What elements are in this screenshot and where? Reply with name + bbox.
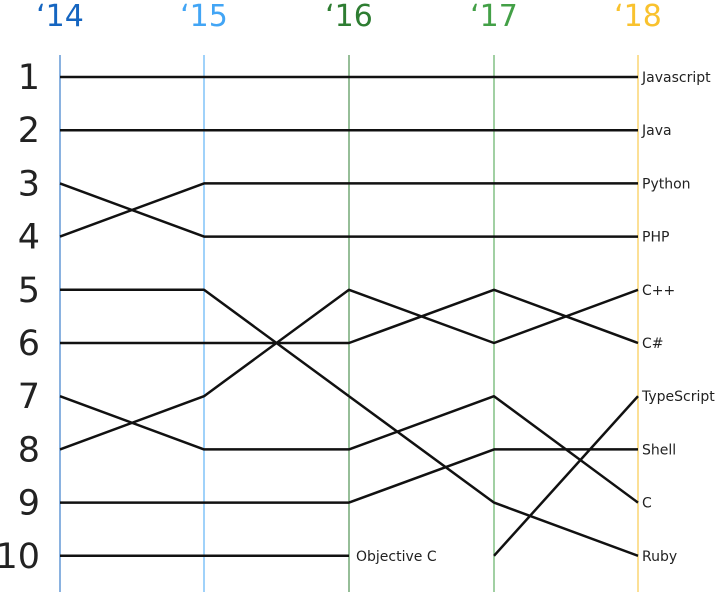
rank-label-9: 9	[18, 484, 40, 524]
series-label-objective-c: Objective C	[356, 549, 437, 565]
year-label-1: ‘15	[180, 0, 228, 34]
rank-labels: 1 2 3 4 5 6 7 8 9 10	[0, 58, 40, 577]
year-label-0: ‘14	[36, 0, 84, 34]
rank-label-10: 10	[0, 537, 40, 577]
series-label-java: Java	[641, 123, 672, 139]
series-label-shell: Shell	[642, 442, 676, 458]
year-label-4: ‘18	[614, 0, 662, 34]
series-line-shell	[60, 448, 638, 504]
series-line-csharp	[60, 288, 639, 345]
series-label-c: C	[642, 496, 652, 512]
series-label-python: Python	[642, 176, 691, 192]
rank-label-4: 4	[18, 218, 40, 258]
rank-label-5: 5	[18, 271, 40, 311]
year-labels: ‘14 ‘15 ‘16 ‘17 ‘18	[36, 0, 662, 34]
language-labels: Javascript Java Python PHP C++ C# TypeScript Sh…	[356, 70, 715, 565]
rank-label-2: 2	[18, 111, 40, 151]
rank-label-6: 6	[18, 324, 40, 364]
year-label-3: ‘17	[470, 0, 518, 34]
series-line-typescript	[493, 395, 639, 557]
rank-label-3: 3	[18, 164, 40, 204]
series-line-python	[59, 182, 638, 238]
series-label-csharp: C#	[642, 336, 664, 352]
series-label-typescript: TypeScript	[641, 389, 715, 405]
rank-label-8: 8	[18, 430, 40, 470]
series-label-cplusplus: C++	[642, 283, 675, 299]
year-label-2: ‘16	[325, 0, 373, 34]
series-line-c	[59, 394, 639, 504]
series-line-php	[59, 182, 638, 238]
series-lines	[59, 75, 639, 558]
series-line-ruby	[60, 288, 639, 557]
year-gridlines	[59, 55, 639, 592]
rank-label-1: 1	[18, 58, 40, 98]
rank-label-7: 7	[18, 377, 40, 417]
series-label-ruby: Ruby	[642, 549, 677, 565]
series-line-cplusplus	[59, 288, 639, 451]
series-label-javascript: Javascript	[641, 70, 711, 86]
series-label-php: PHP	[642, 230, 669, 246]
